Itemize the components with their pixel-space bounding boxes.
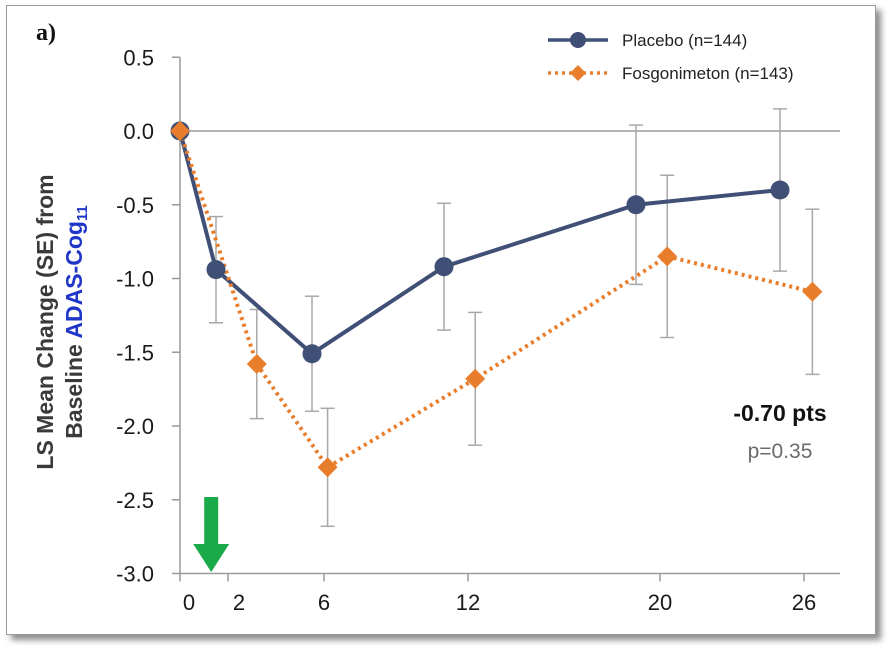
x-tick-label: 6 — [318, 590, 330, 615]
series-lines — [178, 130, 813, 470]
y-tick-label: 0.0 — [123, 119, 154, 144]
legend-marker-placebo — [570, 32, 586, 48]
y-axis-title-prefix: Baseline — [61, 339, 87, 439]
y-tick-label: 0.5 — [123, 45, 154, 70]
data-point-placebo — [626, 195, 646, 215]
difference-annotation: -0.70 pts — [733, 400, 826, 426]
data-point-placebo — [770, 180, 790, 200]
p-value-annotation: p=0.35 — [748, 440, 813, 463]
dose-start-arrow-icon — [193, 497, 230, 572]
x-tick-label: 20 — [648, 590, 672, 615]
y-axis-title-line2: Baseline ADAS-Cog11 — [61, 205, 91, 439]
x-tick-label: 26 — [792, 590, 816, 615]
y-tick-label: -1.0 — [116, 267, 154, 292]
y-tick-label: -2.5 — [116, 488, 154, 513]
figure-frame — [6, 5, 876, 635]
y-tick-label: -1.5 — [116, 340, 154, 365]
y-tick-label: -2.0 — [116, 414, 154, 439]
data-point-placebo — [206, 260, 226, 280]
panel-label: a) — [36, 20, 56, 46]
legend-label-placebo: Placebo (n=144) — [622, 31, 747, 50]
y-axis-title-subscript: 11 — [74, 205, 91, 221]
legend-marker-fosgonimeton — [570, 65, 586, 81]
ticks: 0.50.0-0.5-1.0-1.5-2.0-2.5-3.00 2 6 12 20 26 — [116, 45, 816, 615]
error-bars — [209, 108, 820, 528]
data-point-fosgonimeton — [802, 281, 823, 302]
y-axis-title: LS Mean Change (SE) from Baseline ADAS-C… — [32, 174, 91, 469]
legend-label-fosgonimeton: Fosgonimeton (n=143) — [622, 64, 794, 83]
data-point-placebo — [302, 344, 322, 364]
y-axis-title-highlight: ADAS-Cog — [61, 221, 87, 339]
data-point-fosgonimeton — [465, 368, 486, 389]
x-tick-label: 2 — [233, 590, 245, 615]
y-axis-title-line1: LS Mean Change (SE) from — [32, 174, 58, 469]
series-markers — [170, 121, 823, 478]
y-tick-label: -0.5 — [116, 193, 154, 218]
data-point-fosgonimeton — [657, 246, 678, 267]
series-line-fosgonimeton — [178, 130, 813, 470]
data-point-fosgonimeton — [170, 121, 190, 141]
data-point-placebo — [434, 257, 454, 277]
x-tick-label: 12 — [456, 590, 480, 615]
data-point-fosgonimeton — [246, 354, 267, 375]
y-tick-label: -3.0 — [116, 562, 154, 587]
axes — [179, 57, 840, 575]
x-tick-label: 0 — [183, 590, 195, 615]
legend: Placebo (n=144) Fosgonimeton (n=143) — [548, 31, 794, 83]
data-point-fosgonimeton — [317, 457, 338, 478]
series-line-placebo — [178, 130, 781, 356]
